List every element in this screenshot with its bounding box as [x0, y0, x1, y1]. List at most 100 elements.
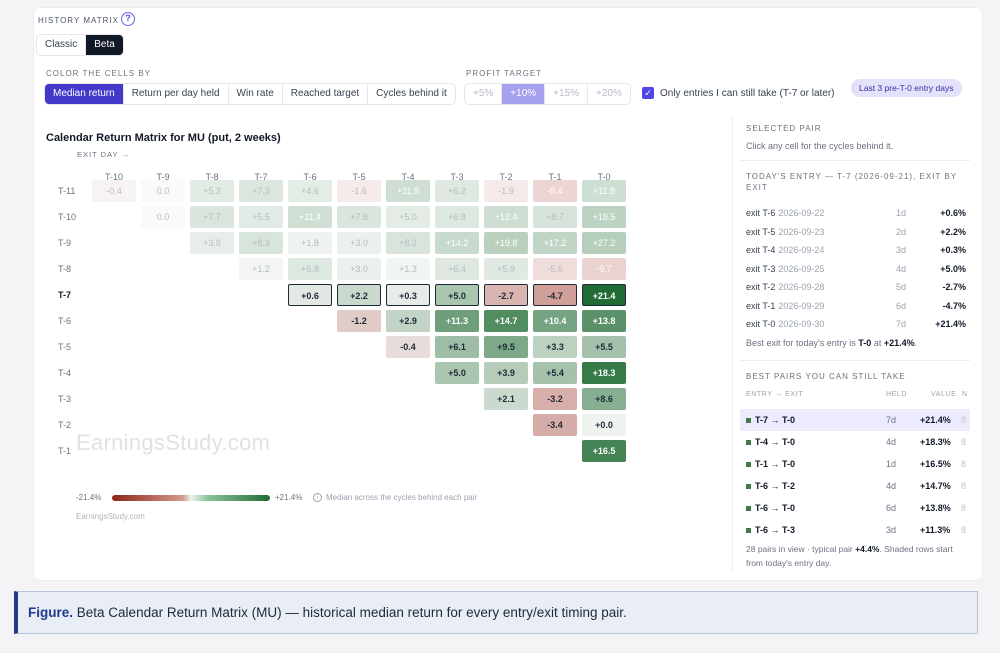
matrix-cell[interactable]: +8.3 [239, 232, 283, 254]
matrix-cell[interactable]: +5.5 [582, 336, 626, 358]
matrix-cell[interactable]: -9.7 [582, 258, 626, 280]
matrix-cell[interactable]: +5.9 [484, 258, 528, 280]
help-icon[interactable]: ? [121, 12, 135, 26]
matrix-cell[interactable]: +3.3 [533, 336, 577, 358]
best-pair-row[interactable]: T-6 → T-2 4d +14.7% 8 [740, 475, 970, 497]
matrix-cell[interactable]: +11.8 [582, 180, 626, 202]
matrix-cell[interactable]: +10.4 [533, 310, 577, 332]
matrix-cell[interactable]: -3.4 [533, 414, 577, 436]
matrix-cell[interactable]: -1.2 [337, 310, 381, 332]
profit-5-button[interactable]: +5% [465, 84, 503, 104]
matrix-cell[interactable]: +2.1 [484, 388, 528, 410]
best-pair-row[interactable]: T-4 → T-0 4d +18.3% 8 [740, 431, 970, 453]
best-pair-row[interactable]: T-6 → T-3 3d +11.3% 8 [740, 519, 970, 541]
held-days: 1d [896, 208, 907, 218]
matrix-cell[interactable]: -0.4 [386, 336, 430, 358]
color-return-per-day-button[interactable]: Return per day held [124, 84, 229, 104]
matrix-cell[interactable]: -2.7 [484, 284, 528, 306]
matrix-cell[interactable]: +2.9 [386, 310, 430, 332]
matrix-cell[interactable]: +14.2 [435, 232, 479, 254]
matrix-cell[interactable]: +3.9 [484, 362, 528, 384]
matrix-cell[interactable]: +21.4 [582, 284, 626, 306]
matrix-cell[interactable]: +16.5 [582, 440, 626, 462]
color-by-segmented: Median return Return per day held Win ra… [44, 83, 456, 105]
header-held: HELD [886, 391, 908, 398]
matrix-cell[interactable]: +8.2 [386, 232, 430, 254]
matrix-cell[interactable]: -0.4 [92, 180, 136, 202]
todays-exit-row[interactable]: exit T-6 2026-09-22 1d +0.6% [746, 205, 966, 222]
profit-10-button[interactable]: +10% [502, 84, 546, 104]
todays-exit-row[interactable]: exit T-3 2026-09-25 4d +5.0% [746, 261, 966, 278]
matrix-cell[interactable]: +2.2 [337, 284, 381, 306]
matrix-cell[interactable]: +5.5 [239, 206, 283, 228]
matrix-cell[interactable]: -4.7 [533, 284, 577, 306]
matrix-cell[interactable]: 0.0 [141, 180, 185, 202]
matrix-cell[interactable]: -1.9 [484, 180, 528, 202]
matrix-cell[interactable]: -8.4 [533, 180, 577, 202]
matrix-cell[interactable]: +6.8 [435, 206, 479, 228]
profit-20-button[interactable]: +20% [596, 88, 622, 99]
matrix-cell[interactable]: +18.5 [582, 206, 626, 228]
todays-exit-row[interactable]: exit T-4 2026-09-24 3d +0.3% [746, 242, 966, 259]
view-beta-button[interactable]: Beta [86, 35, 123, 55]
profit-15-button[interactable]: +15% [545, 84, 589, 104]
matrix-cell[interactable]: -5.6 [533, 258, 577, 280]
matrix-cell[interactable]: +5.0 [435, 284, 479, 306]
matrix-cell[interactable]: +17.2 [533, 232, 577, 254]
color-cycles-button[interactable]: Cycles behind it [376, 88, 447, 99]
matrix-cell[interactable]: +3.0 [337, 258, 381, 280]
matrix-cell[interactable]: +13.8 [582, 310, 626, 332]
only-entries-checkbox[interactable]: ✓ [642, 87, 654, 99]
todays-exit-row[interactable]: exit T-1 2026-09-29 6d -4.7% [746, 298, 966, 315]
best-pair-row[interactable]: T-7 → T-0 7d +21.4% 8 [740, 409, 970, 431]
best-pair-row[interactable]: T-6 → T-0 6d +13.8% 8 [740, 497, 970, 519]
matrix-cell[interactable]: +0.3 [386, 284, 430, 306]
matrix-cell[interactable]: +1.2 [239, 258, 283, 280]
todays-exit-row[interactable]: exit T-0 2026-09-30 7d +21.4% [746, 316, 966, 333]
pair-held: 7d [886, 415, 897, 425]
entry-days-pill[interactable]: Last 3 pre-T-0 entry days [851, 79, 962, 97]
matrix-cell[interactable]: +5.0 [435, 362, 479, 384]
matrix-cell[interactable]: +8.6 [582, 388, 626, 410]
matrix-cell[interactable]: +9.5 [484, 336, 528, 358]
matrix-cell[interactable]: +3.8 [190, 232, 234, 254]
best-pair-row[interactable]: T-1 → T-0 1d +16.5% 8 [740, 453, 970, 475]
exit-return-value: -2.7% [942, 282, 966, 292]
matrix-cell[interactable]: +14.7 [484, 310, 528, 332]
matrix-cell[interactable]: +0.0 [582, 414, 626, 436]
matrix-cell[interactable]: +1.8 [288, 232, 332, 254]
matrix-cell[interactable]: +11.4 [288, 206, 332, 228]
matrix-cell[interactable]: +8.7 [533, 206, 577, 228]
matrix-cell[interactable]: +19.8 [484, 232, 528, 254]
matrix-cell[interactable]: +7.8 [337, 206, 381, 228]
matrix-cell[interactable]: +6.4 [435, 258, 479, 280]
matrix-cell[interactable]: +0.6 [288, 284, 332, 306]
matrix-cell[interactable]: +6.8 [288, 258, 332, 280]
color-median-return-button[interactable]: Median return [45, 84, 124, 104]
todays-exit-row[interactable]: exit T-2 2026-09-28 5d -2.7% [746, 279, 966, 296]
matrix-cell[interactable]: +3.0 [337, 232, 381, 254]
view-classic-button[interactable]: Classic [37, 35, 87, 55]
matrix-cell[interactable]: +5.0 [386, 206, 430, 228]
matrix-cell[interactable]: +27.2 [582, 232, 626, 254]
matrix-cell[interactable]: -3.2 [533, 388, 577, 410]
todays-exit-row[interactable]: exit T-5 2026-09-23 2d +2.2% [746, 224, 966, 241]
matrix-cell[interactable]: +1.3 [386, 258, 430, 280]
matrix-cell[interactable]: +5.3 [190, 180, 234, 202]
matrix-cell[interactable]: -1.6 [337, 180, 381, 202]
matrix-cell[interactable]: +6.1 [435, 336, 479, 358]
matrix-cell[interactable]: +4.6 [288, 180, 332, 202]
page-title: HISTORY MATRIX [38, 16, 119, 25]
held-days: 7d [896, 319, 907, 329]
color-reached-target-button[interactable]: Reached target [283, 84, 369, 104]
matrix-cell[interactable]: +11.3 [435, 310, 479, 332]
matrix-cell[interactable]: +7.3 [239, 180, 283, 202]
matrix-cell[interactable]: +6.2 [435, 180, 479, 202]
matrix-cell[interactable]: +7.7 [190, 206, 234, 228]
matrix-cell[interactable]: +18.3 [582, 362, 626, 384]
matrix-cell[interactable]: +12.4 [484, 206, 528, 228]
matrix-cell[interactable]: +11.8 [386, 180, 430, 202]
color-win-rate-button[interactable]: Win rate [229, 84, 283, 104]
matrix-cell[interactable]: 0.0 [141, 206, 185, 228]
matrix-cell[interactable]: +5.4 [533, 362, 577, 384]
